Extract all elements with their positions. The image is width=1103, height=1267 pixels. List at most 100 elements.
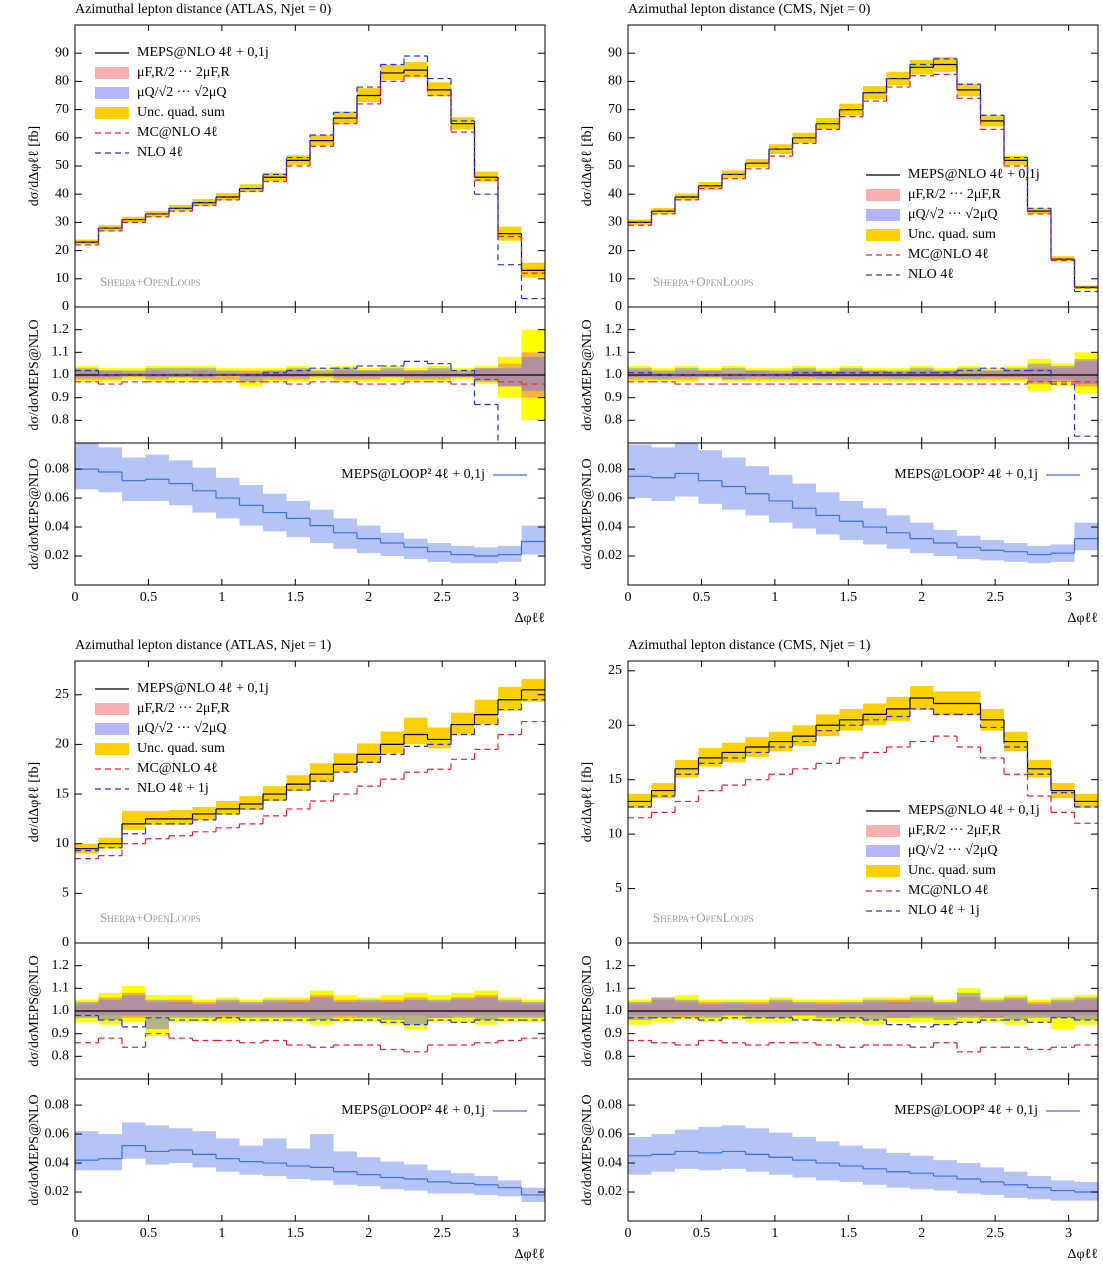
- y-tick-label: 0.04: [45, 519, 70, 534]
- y-tick-label: 1.1: [52, 345, 70, 360]
- y-tick-label: 10: [55, 271, 69, 286]
- band: [816, 492, 840, 535]
- chart-title: Azimuthal lepton distance (CMS, Njet = 0…: [628, 2, 871, 17]
- y-tick-label: 0: [615, 299, 622, 314]
- band: [474, 1176, 498, 1195]
- band: [698, 1126, 722, 1171]
- band: [1027, 363, 1051, 382]
- y-tick-label: 1.1: [52, 981, 70, 996]
- step-riser: [650, 736, 1076, 824]
- y-tick-label: 1.2: [52, 958, 70, 973]
- band: [1074, 522, 1098, 551]
- y-tick-label: 25: [608, 663, 622, 678]
- x-tick-label: 1: [218, 590, 225, 605]
- band: [957, 1163, 981, 1194]
- band: [380, 368, 404, 378]
- y-tick-label: 0.02: [598, 1184, 623, 1199]
- band: [451, 370, 475, 378]
- band: [310, 997, 334, 1021]
- y-tick-label: 1.0: [52, 1003, 70, 1018]
- legend-swatch: [95, 703, 129, 715]
- band: [792, 483, 816, 529]
- legend-swatch: [866, 865, 900, 877]
- y-tick-label: 0.04: [598, 1155, 623, 1170]
- band: [216, 372, 240, 380]
- band: [145, 454, 169, 501]
- legend-label: Unc. quad. sum: [137, 105, 225, 120]
- band: [427, 368, 451, 378]
- y-tick-label: 1.1: [605, 345, 623, 360]
- x-tick-label: 3: [512, 1226, 519, 1241]
- band: [333, 1151, 357, 1185]
- band: [451, 997, 475, 1018]
- band: [886, 1152, 910, 1188]
- legend-label: NLO 4ℓ: [908, 267, 954, 282]
- band: [75, 1131, 99, 1171]
- y-tick-label: 0.9: [605, 390, 623, 405]
- y-axis-label: dσ/dΔφℓℓ [fb]: [580, 762, 595, 842]
- y-tick-label: 0.06: [598, 490, 623, 505]
- watermark: Sherpa+OpenLoops: [100, 910, 201, 925]
- y-tick-label: 20: [608, 717, 622, 732]
- band: [498, 999, 522, 1018]
- x-tick-label: 3: [512, 590, 519, 605]
- plot-area: [75, 55, 545, 300]
- legend-label: NLO 4ℓ: [137, 145, 183, 160]
- legend-swatch: [95, 107, 129, 119]
- band: [263, 1138, 287, 1177]
- band: [380, 731, 404, 754]
- y-tick-label: 30: [55, 215, 69, 230]
- band: [698, 370, 722, 378]
- legend-label: Unc. quad. sum: [908, 227, 996, 242]
- y-tick-label: 0.8: [52, 1049, 70, 1064]
- band: [521, 1001, 545, 1018]
- band: [380, 532, 404, 557]
- x-tick-label: 0: [72, 590, 79, 605]
- band: [910, 1155, 934, 1190]
- band: [98, 370, 122, 378]
- band: [75, 443, 99, 490]
- x-tick-label: 2: [365, 590, 372, 605]
- band: [286, 500, 310, 538]
- band: [216, 1138, 240, 1172]
- step-riser: [97, 1145, 523, 1195]
- y-tick-label: 1.0: [605, 367, 623, 382]
- legend-label: μF,R/2 ··· 2μF,R: [137, 65, 231, 80]
- band: [1074, 1181, 1098, 1201]
- band: [145, 368, 169, 378]
- plot-area: [75, 329, 545, 443]
- legend-swatch: [866, 825, 900, 837]
- band: [333, 753, 357, 773]
- watermark: Sherpa+OpenLoops: [653, 910, 754, 925]
- x-tick-label: 2.5: [986, 590, 1004, 605]
- y-tick-label: 40: [55, 186, 69, 201]
- band: [521, 356, 545, 391]
- y-tick-label: 0.04: [45, 1155, 70, 1170]
- x-tick-label: 2.5: [433, 590, 451, 605]
- watermark: Sherpa+OpenLoops: [100, 274, 201, 289]
- legend-label: MEPS@LOOP² 4ℓ + 0,1j: [894, 1103, 1038, 1118]
- band: [628, 444, 652, 499]
- y-axis-label: dσ/dσMEPS@NLO: [580, 955, 595, 1066]
- step-riser: [674, 381, 1029, 385]
- band: [169, 1001, 193, 1018]
- band: [1051, 365, 1075, 380]
- band: [698, 450, 722, 504]
- legend-label: MEPS@LOOP² 4ℓ + 0,1j: [894, 467, 1038, 482]
- band: [1004, 542, 1028, 562]
- step-riser: [97, 721, 523, 859]
- band: [839, 1001, 863, 1018]
- x-tick-label: 0: [625, 590, 632, 605]
- legend-swatch: [95, 723, 129, 735]
- y-tick-label: 1.2: [605, 958, 623, 973]
- band: [498, 545, 522, 562]
- y-tick-label: 15: [608, 772, 622, 787]
- y-axis-label: dσ/dΔφℓℓ [fb]: [580, 126, 595, 206]
- band: [216, 999, 240, 1016]
- y-tick-label: 1.2: [605, 322, 623, 337]
- x-tick-label: 0: [625, 1226, 632, 1241]
- y-tick-label: 0.9: [52, 390, 70, 405]
- step-riser: [697, 1017, 1076, 1027]
- y-tick-label: 0.08: [45, 461, 70, 476]
- band: [169, 460, 193, 506]
